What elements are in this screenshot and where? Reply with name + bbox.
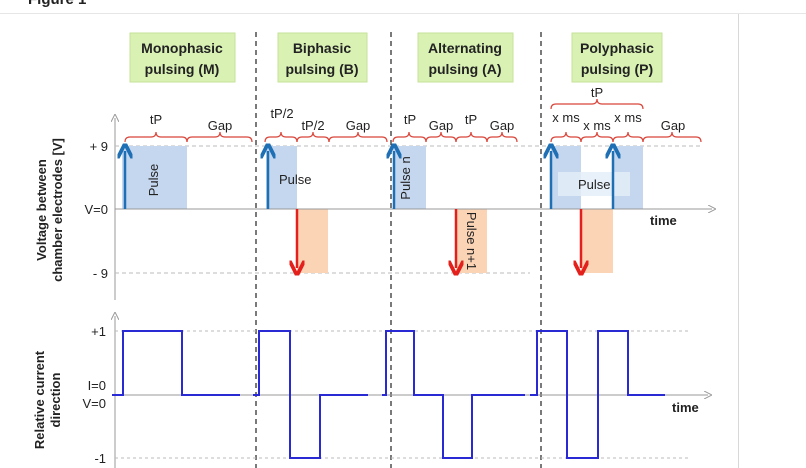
pulse-p-neg: [581, 209, 613, 273]
tick-plus9: + 9: [90, 139, 108, 154]
header-a-line2: pulsing (A): [428, 61, 501, 77]
header-p-line1: Polyphasic: [580, 40, 654, 56]
b-half2: tP/2: [301, 118, 324, 133]
tick-minus9: - 9: [93, 266, 108, 281]
pulse-m: [122, 146, 187, 209]
current-panel: Relative current direction +1 I=0 V=0 -1…: [32, 316, 708, 468]
tick-minus1: -1: [94, 451, 106, 466]
voltage-panel: Voltage between chamber electrodes [V] +…: [34, 85, 712, 300]
voltage-ylabel-line2: chamber electrodes [V]: [50, 138, 65, 282]
m-tp: tP: [150, 112, 162, 127]
m-gap: Gap: [208, 118, 233, 133]
a-tp1: tP: [404, 112, 416, 127]
waveform-p: [530, 330, 665, 459]
tick-v0: V=0: [85, 202, 109, 217]
tick-plus1: +1: [91, 324, 106, 339]
b-gap: Gap: [346, 118, 371, 133]
pulse-label-b: Pulse: [279, 172, 312, 187]
header-p-line2: pulsing (P): [581, 61, 653, 77]
pulse-p-overlay: [558, 172, 630, 196]
tick-v0-current: V=0: [83, 396, 107, 411]
header-box-b: [277, 32, 368, 83]
voltage-xlabel: time: [650, 213, 677, 228]
a-gap1: Gap: [429, 118, 454, 133]
header-b-line1: Biphasic: [293, 40, 352, 56]
header-a-line1: Alternating: [428, 40, 502, 56]
p-tp: tP: [591, 85, 603, 100]
panel-divider: [738, 14, 739, 468]
a-gap2: Gap: [490, 118, 515, 133]
a-tp2: tP: [465, 112, 477, 127]
pulse-label-p: Pulse: [578, 177, 611, 192]
figure-caption-bar: Figure 1: [0, 0, 806, 14]
waveform-m: [112, 330, 240, 396]
current-waveform: [112, 330, 665, 459]
pulse-b-neg: [297, 209, 328, 273]
current-ylabel-line1: Relative current: [32, 350, 47, 449]
figure-title: Figure 1: [28, 0, 86, 8]
header-m-line2: pulsing (M): [145, 61, 220, 77]
tick-i0: I=0: [88, 378, 106, 393]
voltage-ylabel-line1: Voltage between: [34, 159, 49, 261]
column-headers: Monophasic pulsing (M) Biphasic pulsing …: [129, 32, 663, 83]
current-xlabel: time: [672, 400, 699, 415]
pulse-label-a-n: Pulse n: [398, 156, 413, 199]
p-x3: x ms: [614, 110, 642, 125]
pulse-label-a-n1: Pulse n+1: [464, 212, 479, 270]
p-x1: x ms: [552, 110, 580, 125]
current-ylabel-line2: direction: [48, 372, 63, 427]
p-gap: Gap: [661, 118, 686, 133]
waveform-b: [253, 330, 368, 459]
header-box-p: [571, 32, 663, 83]
pulse-label-m: Pulse: [146, 164, 161, 197]
duration-braces: [124, 98, 702, 143]
waveform-a: [382, 330, 525, 459]
header-m-line1: Monophasic: [141, 40, 223, 56]
p-x2: x ms: [583, 118, 611, 133]
header-box-a: [417, 32, 514, 83]
header-b-line2: pulsing (B): [285, 61, 358, 77]
b-half1: tP/2: [270, 106, 293, 121]
header-box-m: [129, 32, 236, 83]
